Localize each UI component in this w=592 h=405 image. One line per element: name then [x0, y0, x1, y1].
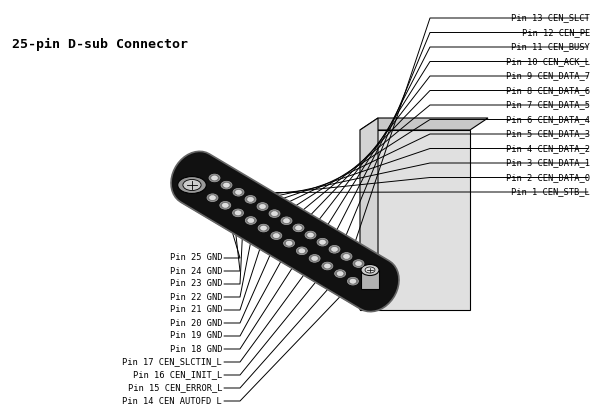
Ellipse shape [341, 253, 352, 260]
Ellipse shape [337, 271, 343, 276]
Text: Pin 20 GND: Pin 20 GND [169, 318, 222, 328]
Text: Pin 19 GND: Pin 19 GND [169, 332, 222, 341]
Text: 25-pin D-sub Connector: 25-pin D-sub Connector [12, 38, 188, 51]
Text: Pin 12 CEN_PE: Pin 12 CEN_PE [522, 28, 590, 37]
Ellipse shape [224, 183, 230, 187]
Ellipse shape [320, 240, 326, 244]
Ellipse shape [307, 233, 314, 237]
Text: Pin 8 CEN_DATA_6: Pin 8 CEN_DATA_6 [506, 86, 590, 95]
Ellipse shape [343, 254, 349, 258]
Ellipse shape [311, 256, 318, 260]
Ellipse shape [259, 205, 265, 209]
Text: Pin 6 CEN_DATA_4: Pin 6 CEN_DATA_4 [506, 115, 590, 124]
Ellipse shape [274, 234, 279, 238]
Text: Pin 15 CEN_ERROR_L: Pin 15 CEN_ERROR_L [127, 384, 222, 392]
Text: Pin 3 CEN_DATA_1: Pin 3 CEN_DATA_1 [506, 158, 590, 168]
Ellipse shape [297, 247, 307, 255]
Ellipse shape [233, 209, 243, 217]
Ellipse shape [245, 217, 256, 224]
Text: Pin 9 CEN_DATA_7: Pin 9 CEN_DATA_7 [506, 72, 590, 81]
Text: Pin 11 CEN_BUSY: Pin 11 CEN_BUSY [511, 43, 590, 51]
Ellipse shape [293, 224, 304, 232]
Text: Pin 2 CEN_DATA_0: Pin 2 CEN_DATA_0 [506, 173, 590, 182]
Ellipse shape [247, 197, 253, 201]
Text: Pin 24 GND: Pin 24 GND [169, 266, 222, 275]
Text: Pin 7 CEN_DATA_5: Pin 7 CEN_DATA_5 [506, 100, 590, 109]
Text: Pin 21 GND: Pin 21 GND [169, 305, 222, 315]
Ellipse shape [350, 279, 356, 283]
Ellipse shape [334, 270, 346, 277]
Ellipse shape [284, 219, 289, 223]
Ellipse shape [353, 260, 364, 267]
Ellipse shape [257, 202, 268, 210]
Ellipse shape [245, 196, 256, 203]
Text: Pin 13 CEN_SLCT: Pin 13 CEN_SLCT [511, 13, 590, 23]
Ellipse shape [317, 238, 328, 246]
Ellipse shape [209, 174, 220, 182]
Text: Pin 18 GND: Pin 18 GND [169, 345, 222, 354]
Ellipse shape [183, 179, 201, 190]
Ellipse shape [332, 247, 337, 252]
Ellipse shape [248, 218, 254, 223]
Text: Pin 23 GND: Pin 23 GND [169, 279, 222, 288]
Ellipse shape [236, 190, 242, 194]
Ellipse shape [356, 262, 362, 266]
Ellipse shape [295, 226, 301, 230]
Ellipse shape [220, 201, 231, 209]
Ellipse shape [324, 264, 330, 268]
Ellipse shape [329, 245, 340, 253]
Ellipse shape [305, 231, 316, 239]
Ellipse shape [222, 203, 229, 207]
Polygon shape [360, 118, 378, 310]
Text: Pin 10 CEN_ACK_L: Pin 10 CEN_ACK_L [506, 57, 590, 66]
Text: Pin 14 CEN_AUTOFD_L: Pin 14 CEN_AUTOFD_L [123, 396, 222, 405]
Ellipse shape [235, 211, 241, 215]
Ellipse shape [233, 188, 244, 196]
Ellipse shape [271, 232, 282, 239]
Text: Pin 4 CEN_DATA_2: Pin 4 CEN_DATA_2 [506, 144, 590, 153]
Ellipse shape [281, 217, 292, 225]
Ellipse shape [284, 239, 295, 247]
Text: Pin 5 CEN_DATA_3: Pin 5 CEN_DATA_3 [506, 130, 590, 139]
Ellipse shape [210, 196, 215, 200]
Ellipse shape [221, 181, 232, 189]
Ellipse shape [361, 264, 379, 275]
Ellipse shape [309, 255, 320, 262]
Ellipse shape [178, 177, 206, 194]
Ellipse shape [269, 210, 280, 217]
Ellipse shape [365, 267, 375, 273]
Polygon shape [360, 130, 470, 310]
Polygon shape [171, 151, 399, 311]
Ellipse shape [286, 241, 292, 245]
Polygon shape [181, 194, 374, 309]
Polygon shape [361, 270, 379, 289]
Ellipse shape [260, 226, 266, 230]
Ellipse shape [348, 277, 358, 285]
Ellipse shape [207, 194, 218, 202]
Ellipse shape [299, 249, 305, 253]
Ellipse shape [322, 262, 333, 270]
Ellipse shape [211, 176, 217, 180]
Polygon shape [360, 118, 488, 130]
Ellipse shape [258, 224, 269, 232]
Text: Pin 25 GND: Pin 25 GND [169, 254, 222, 262]
Text: Pin 17 CEN_SLCTIN_L: Pin 17 CEN_SLCTIN_L [123, 358, 222, 367]
Ellipse shape [272, 211, 278, 216]
Text: Pin 16 CEN_INIT_L: Pin 16 CEN_INIT_L [133, 371, 222, 379]
Text: Pin 22 GND: Pin 22 GND [169, 292, 222, 301]
Text: Pin 1 CEN_STB_L: Pin 1 CEN_STB_L [511, 188, 590, 196]
